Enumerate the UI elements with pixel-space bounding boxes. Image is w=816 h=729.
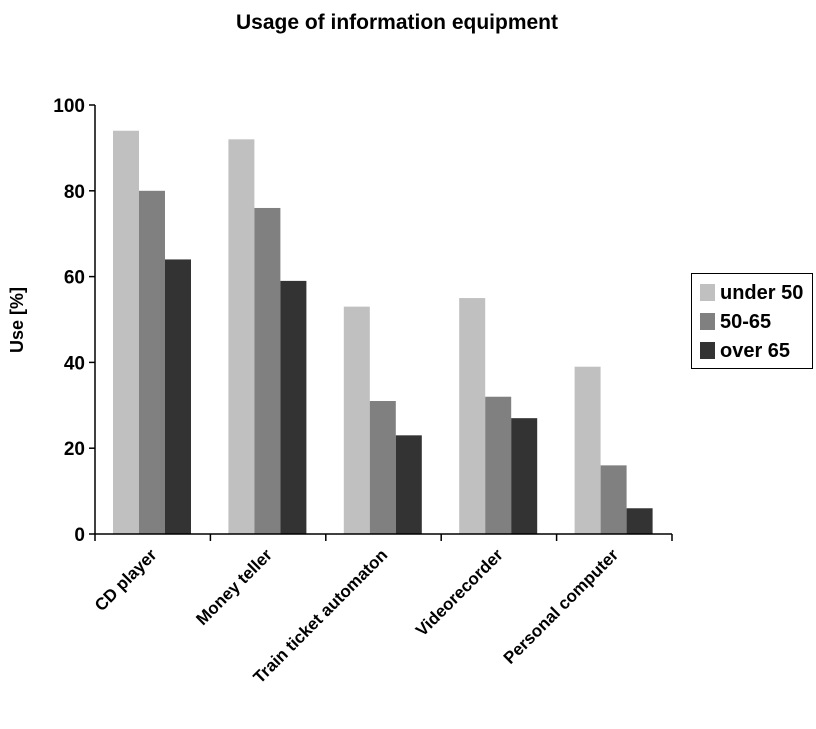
legend-label: over 65 [720, 340, 791, 362]
bar-50-65-4 [600, 465, 627, 534]
y-tick-label: 80 [64, 182, 85, 203]
y-ticks-group: 0 20 40 60 80 100 [53, 96, 95, 546]
y-tick-label: 20 [64, 439, 85, 460]
x-tick-label: Videorecorder [412, 545, 507, 640]
x-tick-label: CD player [91, 545, 161, 615]
bar-over-65-2 [395, 435, 422, 534]
y-axis-label: Use [%] [7, 287, 27, 353]
bar-under-50-1 [228, 139, 255, 534]
chart-title: Usage of information equipment [236, 11, 558, 34]
bar-50-65-3 [485, 396, 512, 534]
legend-label: 50-65 [720, 311, 772, 333]
legend-label: under 50 [720, 282, 804, 304]
bar-over-65-0 [165, 259, 191, 534]
bars-group [113, 130, 653, 535]
legend-swatch-50-65 [700, 313, 715, 330]
bar-over-65-1 [280, 280, 307, 534]
legend-swatch-over-65 [700, 342, 715, 359]
y-tick-label: 100 [53, 96, 85, 117]
x-tick-label: Personal computer [500, 545, 623, 668]
bar-over-65-4 [626, 508, 653, 534]
bar-50-65-2 [369, 401, 396, 534]
legend-swatch-under-50 [700, 284, 715, 301]
bar-under-50-0 [113, 130, 139, 535]
bar-under-50-3 [459, 298, 486, 534]
bar-50-65-1 [254, 207, 281, 534]
y-tick-label: 40 [64, 353, 85, 374]
x-tick-label: Money teller [192, 545, 276, 629]
legend: under 50 50-65 over 65 [691, 273, 813, 369]
y-tick-label: 60 [64, 268, 85, 289]
bar-under-50-4 [574, 366, 601, 534]
bar-over-65-3 [511, 418, 538, 534]
y-tick-label: 0 [74, 525, 85, 546]
bar-under-50-2 [343, 306, 370, 534]
x-tick-label: Train ticket automaton [250, 545, 392, 687]
bar-50-65-0 [139, 190, 165, 535]
